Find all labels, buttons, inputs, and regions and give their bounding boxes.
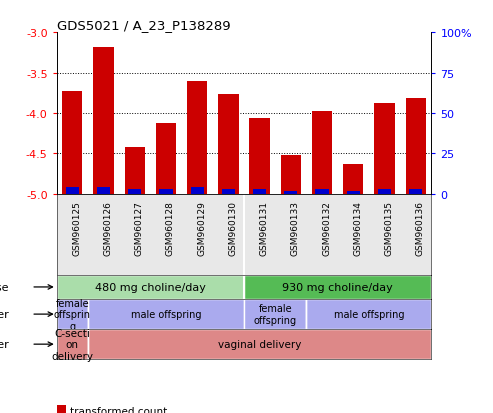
Text: 930 mg choline/day: 930 mg choline/day [282, 282, 393, 292]
Text: GSM960126: GSM960126 [104, 201, 112, 256]
Bar [159, 190, 173, 195]
Bar [66, 188, 79, 195]
Bar [343, 165, 363, 195]
Bar [57, 329, 88, 359]
Bar [128, 190, 141, 195]
Text: GSM960133: GSM960133 [291, 201, 300, 256]
Text: C-secti
on
delivery: C-secti on delivery [51, 328, 93, 361]
Bar [316, 190, 329, 195]
Bar [409, 189, 423, 195]
Text: 480 mg choline/day: 480 mg choline/day [95, 282, 206, 292]
Text: other: other [0, 339, 9, 349]
Bar [307, 299, 431, 329]
Bar [284, 191, 297, 195]
Bar [57, 275, 244, 299]
Bar [347, 191, 360, 195]
Bar [218, 95, 239, 195]
Bar [88, 299, 244, 329]
Text: dose: dose [0, 282, 9, 292]
Bar [378, 190, 391, 195]
Bar [57, 299, 88, 329]
Bar [244, 275, 431, 299]
Bar [244, 299, 307, 329]
Text: GSM960130: GSM960130 [228, 201, 238, 256]
Bar [222, 190, 235, 195]
Text: GSM960135: GSM960135 [385, 201, 393, 256]
Text: female
offsprin
g: female offsprin g [54, 298, 91, 331]
Bar [93, 47, 114, 195]
Bar [125, 147, 145, 195]
Text: GSM960128: GSM960128 [166, 201, 175, 256]
Text: transformed count: transformed count [70, 406, 167, 413]
Text: GSM960136: GSM960136 [416, 201, 425, 256]
Bar [406, 99, 426, 195]
Text: GSM960132: GSM960132 [322, 201, 331, 256]
Bar [62, 92, 82, 195]
Bar [253, 190, 266, 195]
Text: GSM960129: GSM960129 [197, 201, 206, 256]
Text: GSM960125: GSM960125 [72, 201, 81, 256]
Bar [187, 81, 208, 195]
Bar [191, 188, 204, 195]
Text: female
offspring: female offspring [254, 304, 297, 325]
Bar [249, 119, 270, 195]
Bar [156, 123, 176, 195]
Text: GSM960134: GSM960134 [353, 201, 362, 256]
Bar [374, 104, 395, 195]
Text: GSM960131: GSM960131 [260, 201, 269, 256]
Text: GDS5021 / A_23_P138289: GDS5021 / A_23_P138289 [57, 19, 230, 32]
Text: male offspring: male offspring [334, 309, 404, 319]
Text: gender: gender [0, 309, 9, 319]
Bar [312, 112, 332, 195]
Text: male offspring: male offspring [131, 309, 201, 319]
Text: vaginal delivery: vaginal delivery [218, 339, 301, 349]
Text: GSM960127: GSM960127 [135, 201, 144, 256]
Bar [281, 156, 301, 195]
Bar [97, 188, 110, 195]
